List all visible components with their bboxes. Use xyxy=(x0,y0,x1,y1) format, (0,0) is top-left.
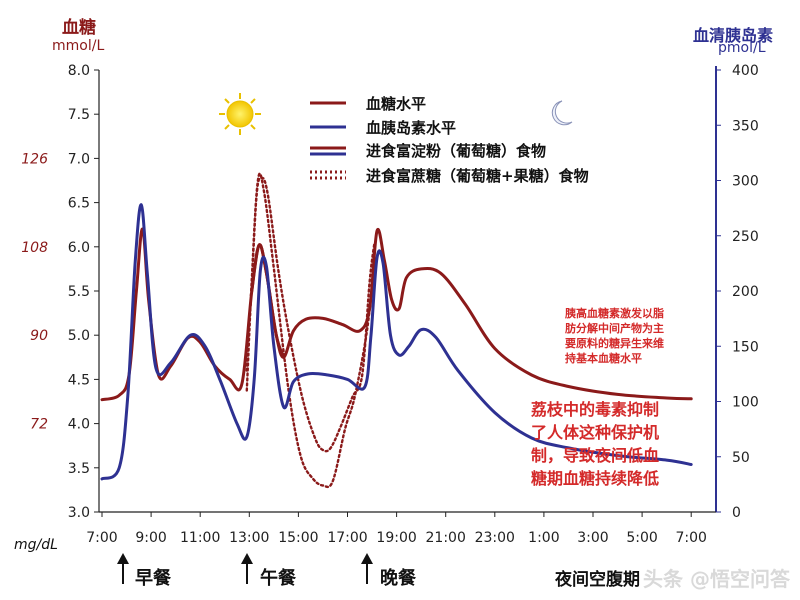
gluconeogenesis-line-2: 肪分解中间产物为主 xyxy=(565,322,664,335)
x-tick-label: 7:00 xyxy=(675,530,706,546)
breakfast-label: 早餐 xyxy=(135,568,171,589)
x-tick-label: 9:00 xyxy=(135,530,166,546)
legend: 血糖水平 血胰岛素水平 进食富淀粉（葡萄糖）食物 进食富蔗糖（葡萄糖+果糖）食物 xyxy=(310,95,589,185)
x-tick-label: 5:00 xyxy=(626,530,657,546)
mgdl-tick-label: 108 xyxy=(21,240,48,256)
toxin-note: 荔枝中的毒素抑制 了人体这种保护机 制，导致夜间低血 糖期血糖持续降低 xyxy=(531,398,659,490)
left-axis-unit: mmol/L xyxy=(52,38,105,54)
mgdl-tick-label: 72 xyxy=(30,417,48,433)
left-axis-title: 血糖 xyxy=(62,18,96,38)
gluconeogenesis-line-1: 胰高血糖素激发以脂 xyxy=(565,307,664,320)
breakfast-arrowhead xyxy=(117,553,129,564)
right-tick-label: 0 xyxy=(732,505,741,521)
right-tick-label: 200 xyxy=(732,284,759,300)
right-tick-label: 150 xyxy=(732,339,759,355)
gluconeogenesis-line-3: 要原料的糖异生来维 xyxy=(565,337,664,350)
mgdl-ticks: 72 90 108 126 xyxy=(21,151,48,432)
lunch-label: 午餐 xyxy=(260,568,296,589)
watermark: 头条 @悟空问答 xyxy=(643,567,790,591)
sun-icon xyxy=(219,93,261,135)
right-axis-unit: pmol/L xyxy=(718,40,766,56)
legend-label-sucrose: 进食富蔗糖（葡萄糖+果糖）食物 xyxy=(366,167,589,185)
sucrose-insulin-line xyxy=(245,172,376,489)
right-tick-label: 100 xyxy=(732,395,759,411)
left-axis-ticks: 3.0 3.5 4.0 4.5 5.0 5.5 6.0 6.5 7.0 7.5 8.0 xyxy=(68,63,99,521)
series-layer xyxy=(100,172,693,489)
toxin-line-3: 制，导致夜间低血 xyxy=(531,446,660,465)
dinner-label: 晚餐 xyxy=(380,568,416,589)
left-tick-label: 6.0 xyxy=(68,240,90,256)
left-tick-label: 5.5 xyxy=(68,284,90,300)
x-tick-label: 3:00 xyxy=(577,530,608,546)
dinner-arrowhead xyxy=(361,553,373,564)
x-tick-label: 11:00 xyxy=(180,530,220,546)
left-tick-label: 7.0 xyxy=(68,151,90,167)
x-tick-label: 23:00 xyxy=(475,530,515,546)
left-tick-label: 8.0 xyxy=(68,63,90,79)
mgdl-tick-label: 90 xyxy=(30,328,48,344)
left-tick-label: 7.5 xyxy=(68,107,90,123)
gluconeogenesis-note: 胰高血糖素激发以脂 肪分解中间产物为主 要原料的糖异生来维 持基本血糖水平 xyxy=(565,306,664,366)
left-tick-label: 3.5 xyxy=(68,461,90,477)
left-tick-label: 6.5 xyxy=(68,196,90,212)
left-tick-label: 4.0 xyxy=(68,417,90,433)
fasting-label: 夜间空腹期 xyxy=(555,570,640,590)
right-tick-label: 400 xyxy=(732,63,759,79)
legend-label-starch: 进食富淀粉（葡萄糖）食物 xyxy=(366,142,546,160)
right-tick-label: 50 xyxy=(732,450,750,466)
legend-label-glucose: 血糖水平 xyxy=(366,95,426,113)
toxin-line-2: 了人体这种保护机 xyxy=(531,423,660,442)
x-tick-label: 19:00 xyxy=(376,530,416,546)
x-tick-label: 15:00 xyxy=(278,530,318,546)
right-tick-label: 300 xyxy=(732,174,759,190)
x-axis-ticks: 7:00 9:00 11:00 13:00 15:00 17:00 19:00 21:00 23… xyxy=(86,512,707,546)
moon-icon xyxy=(551,100,573,126)
gluconeogenesis-line-4: 持基本血糖水平 xyxy=(565,352,642,365)
x-tick-label: 17:00 xyxy=(327,530,367,546)
meal-arrows xyxy=(117,553,373,584)
x-tick-label: 1:00 xyxy=(528,530,559,546)
left-tick-label: 3.0 xyxy=(68,505,90,521)
right-tick-label: 350 xyxy=(732,118,759,134)
right-axis-ticks: 0 50 100 150 200 250 300 350 400 xyxy=(716,63,759,521)
insulin-line xyxy=(100,203,693,481)
left-tick-label: 5.0 xyxy=(68,328,90,344)
x-tick-label: 21:00 xyxy=(426,530,466,546)
sucrose-glucose-line xyxy=(245,176,376,453)
mgdl-tick-label: 126 xyxy=(21,151,48,167)
left-tick-label: 4.5 xyxy=(68,372,90,388)
x-tick-label: 13:00 xyxy=(229,530,269,546)
x-tick-label: 7:00 xyxy=(86,530,117,546)
lunch-arrowhead xyxy=(241,553,253,564)
right-axis-title: 血清胰岛素 xyxy=(693,26,774,45)
right-tick-label: 250 xyxy=(732,229,759,245)
secondary-axis-unit: mg/dL xyxy=(14,537,58,553)
toxin-line-1: 荔枝中的毒素抑制 xyxy=(531,400,660,419)
toxin-line-4: 糖期血糖持续降低 xyxy=(531,469,660,488)
legend-label-insulin: 血胰岛素水平 xyxy=(366,119,456,137)
